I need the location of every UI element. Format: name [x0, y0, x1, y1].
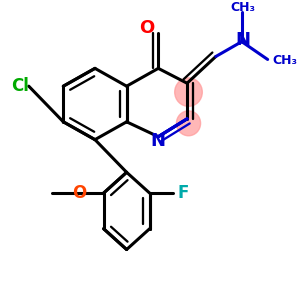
- Text: CH₃: CH₃: [231, 1, 256, 14]
- Text: F: F: [177, 184, 188, 202]
- Circle shape: [175, 78, 202, 106]
- Text: N: N: [151, 132, 166, 150]
- Text: O: O: [72, 184, 86, 202]
- Text: Cl: Cl: [11, 77, 29, 95]
- Text: CH₃: CH₃: [272, 54, 297, 68]
- Text: O: O: [139, 19, 154, 37]
- Text: N: N: [236, 31, 251, 49]
- Circle shape: [176, 111, 201, 136]
